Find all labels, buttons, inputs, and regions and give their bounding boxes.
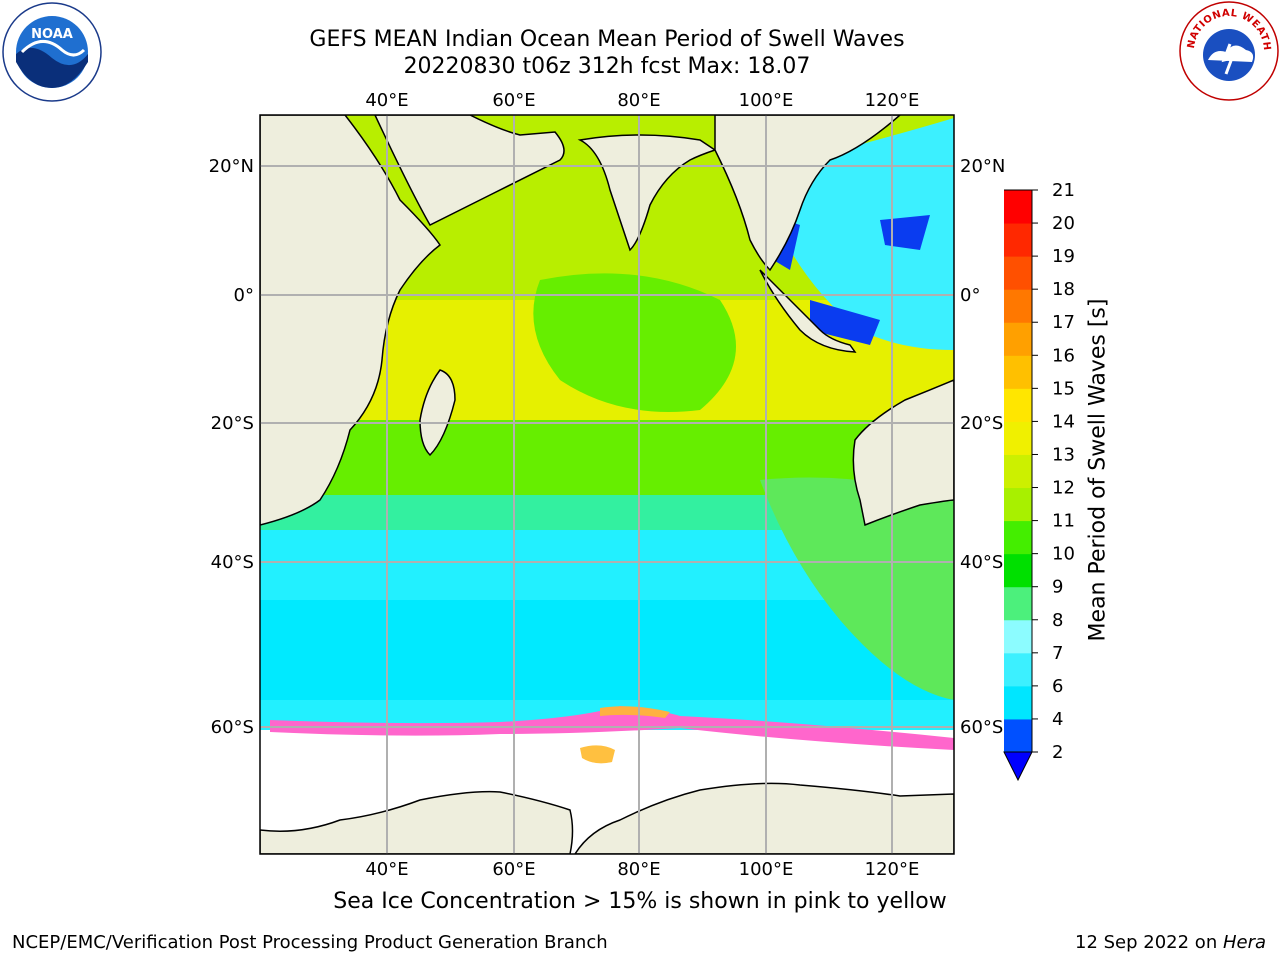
lon-label-bottom: 100°E xyxy=(739,859,794,880)
map-frame xyxy=(259,114,955,855)
colorbar-tick-label: 7 xyxy=(1052,643,1063,664)
lat-label-left: 20°S xyxy=(211,413,254,434)
colorbar-swatch xyxy=(1004,619,1032,654)
map-field xyxy=(260,115,954,854)
lat-label-left: 40°S xyxy=(211,552,254,573)
lat-label-left: 20°N xyxy=(209,156,254,177)
colorbar-swatch xyxy=(1004,256,1032,290)
lat-label-right: 20°S xyxy=(960,413,1003,434)
colorbar-swatch xyxy=(1004,289,1032,323)
colorbar-swatch xyxy=(1004,454,1032,489)
lon-label-top: 40°E xyxy=(365,90,408,111)
colorbar-tick-label: 14 xyxy=(1052,411,1075,432)
lat-labels-left: 20°N 0° 20°S 40°S 60°S xyxy=(209,156,254,738)
footer-credit: NCEP/EMC/Verification Post Processing Pr… xyxy=(12,932,608,953)
lon-label-top: 120°E xyxy=(865,90,920,111)
lon-label-top: 80°E xyxy=(617,90,660,111)
map-gridlines xyxy=(260,115,954,854)
colorbar-tick-label: 2 xyxy=(1052,742,1063,763)
colorbar-tick-label: 8 xyxy=(1052,610,1063,631)
lon-labels-top: 40°E 60°E 80°E 100°E 120°E xyxy=(365,90,919,111)
footer-date: 12 Sep 2022 on Hera xyxy=(1075,932,1266,953)
footer-date-text: 12 Sep 2022 on xyxy=(1075,932,1223,953)
colorbar-swatch xyxy=(1004,388,1032,422)
colorbar-swatch xyxy=(1004,355,1032,389)
chart-subtitle: 20220830 t06z 312h fcst Max: 18.07 xyxy=(403,54,811,79)
lon-label-bottom: 120°E xyxy=(865,859,920,880)
colorbar-swatch xyxy=(1004,685,1032,720)
colorbar-tick-label: 4 xyxy=(1052,709,1063,730)
noaa-logo-text: NOAA xyxy=(31,27,73,42)
colorbar-underflow-triangle xyxy=(1003,751,1033,782)
sea-ice-caption: Sea Ice Concentration > 15% is shown in … xyxy=(333,889,947,914)
colorbar-frame xyxy=(1004,189,1033,753)
lat-label-right: 60°S xyxy=(960,717,1003,738)
colorbar-tick-label: 13 xyxy=(1052,444,1075,465)
colorbar-swatch xyxy=(1004,421,1032,455)
lat-label-right: 40°S xyxy=(960,552,1003,573)
colorbar-tick-label: 6 xyxy=(1052,676,1063,697)
colorbar-swatch xyxy=(1004,190,1032,224)
colorbar-swatch xyxy=(1004,718,1032,753)
colorbar-swatch xyxy=(1004,652,1032,687)
colorbar-tick-label: 19 xyxy=(1052,246,1075,267)
lat-label-left: 60°S xyxy=(211,717,254,738)
noaa-logo-icon: NOAA xyxy=(2,2,102,102)
colorbar-tick-label: 12 xyxy=(1052,478,1075,499)
colorbar-tick-label: 9 xyxy=(1052,577,1063,598)
colorbar-swatch xyxy=(1004,586,1032,621)
colorbar-tick-label: 10 xyxy=(1052,544,1075,565)
lat-labels-right: 20°N 0° 20°S 40°S 60°S xyxy=(960,156,1005,738)
lat-label-right: 20°N xyxy=(960,156,1005,177)
colorbar-tick-label: 11 xyxy=(1052,511,1075,532)
colorbar-swatch xyxy=(1004,553,1032,588)
nws-logo-icon: NATIONAL WEATHER SERVICE xyxy=(1178,0,1279,101)
lon-label-top: 60°E xyxy=(492,90,535,111)
colorbar-tick-label: 21 xyxy=(1052,180,1075,201)
colorbar-swatch xyxy=(1004,322,1032,356)
colorbar-tick-label: 20 xyxy=(1052,213,1075,234)
lon-labels-bottom: 40°E 60°E 80°E 100°E 120°E xyxy=(365,859,919,880)
lat-label-left: 0° xyxy=(234,285,254,306)
colorbar-tick-label: 18 xyxy=(1052,279,1075,300)
colorbar-swatch xyxy=(1004,520,1032,555)
colorbar-tick-label: 16 xyxy=(1052,345,1075,366)
lon-label-bottom: 80°E xyxy=(617,859,660,880)
colorbar: 2 4 6 7 8 9 10 11 12 13 14 15 16 17 18 19 20 21 xyxy=(1003,180,1075,782)
colorbar-swatch xyxy=(1004,223,1032,257)
lon-label-top: 100°E xyxy=(739,90,794,111)
chart-title: GEFS MEAN Indian Ocean Mean Period of Sw… xyxy=(309,27,905,52)
lat-label-right: 0° xyxy=(960,285,980,306)
footer-machine: Hera xyxy=(1222,932,1266,953)
colorbar-title: Mean Period of Swell Waves [s] xyxy=(1085,298,1111,642)
colorbar-tick-label: 15 xyxy=(1052,378,1075,399)
lon-label-bottom: 60°E xyxy=(492,859,535,880)
colorbar-tick-label: 17 xyxy=(1052,312,1075,333)
lon-label-bottom: 40°E xyxy=(365,859,408,880)
colorbar-swatch xyxy=(1004,487,1032,522)
